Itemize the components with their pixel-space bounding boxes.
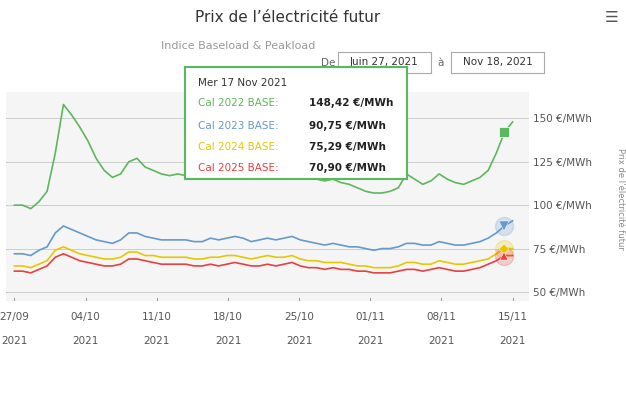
Text: Nov 18, 2021: Nov 18, 2021 [463, 57, 533, 68]
Text: 2021: 2021 [143, 336, 170, 346]
Text: 2021: 2021 [500, 336, 526, 346]
Text: Cal 2025 BASE:: Cal 2025 BASE: [198, 163, 279, 173]
Text: Prix de l’électricité futur: Prix de l’électricité futur [616, 147, 625, 250]
Text: Juin 27, 2021: Juin 27, 2021 [350, 57, 419, 68]
Text: 2021: 2021 [1, 336, 28, 346]
Text: De: De [321, 58, 335, 68]
Text: 2021: 2021 [357, 336, 384, 346]
Text: 25/10: 25/10 [284, 312, 314, 322]
Text: 2021: 2021 [428, 336, 454, 346]
Text: 148,42 €/MWh: 148,42 €/MWh [309, 98, 394, 108]
Text: 18/10: 18/10 [213, 312, 243, 322]
Text: Cal 2024 BASE:: Cal 2024 BASE: [198, 142, 279, 152]
Text: 15/11: 15/11 [498, 312, 528, 322]
Text: 04/10: 04/10 [71, 312, 101, 322]
Text: ☰: ☰ [605, 10, 618, 25]
Text: 08/11: 08/11 [426, 312, 456, 322]
Text: 27/09: 27/09 [0, 312, 29, 322]
Text: 11/10: 11/10 [142, 312, 172, 322]
Text: 01/11: 01/11 [356, 312, 385, 322]
Text: 75,29 €/MWh: 75,29 €/MWh [309, 142, 386, 152]
Text: Cal 2022 BASE:: Cal 2022 BASE: [198, 98, 279, 108]
Text: 90,75 €/MWh: 90,75 €/MWh [309, 121, 386, 130]
Text: 2021: 2021 [286, 336, 312, 346]
Text: 70,90 €/MWh: 70,90 €/MWh [309, 163, 386, 173]
Text: Prix de l’électricité futur: Prix de l’électricité futur [195, 10, 381, 25]
Text: Cal 2023 BASE:: Cal 2023 BASE: [198, 121, 279, 130]
Text: 2021: 2021 [73, 336, 99, 346]
Text: Indice Baseload & Peakload: Indice Baseload & Peakload [161, 41, 315, 51]
Text: à: à [437, 58, 443, 68]
Text: 2021: 2021 [215, 336, 241, 346]
Text: Mer 17 Nov 2021: Mer 17 Nov 2021 [198, 78, 287, 88]
